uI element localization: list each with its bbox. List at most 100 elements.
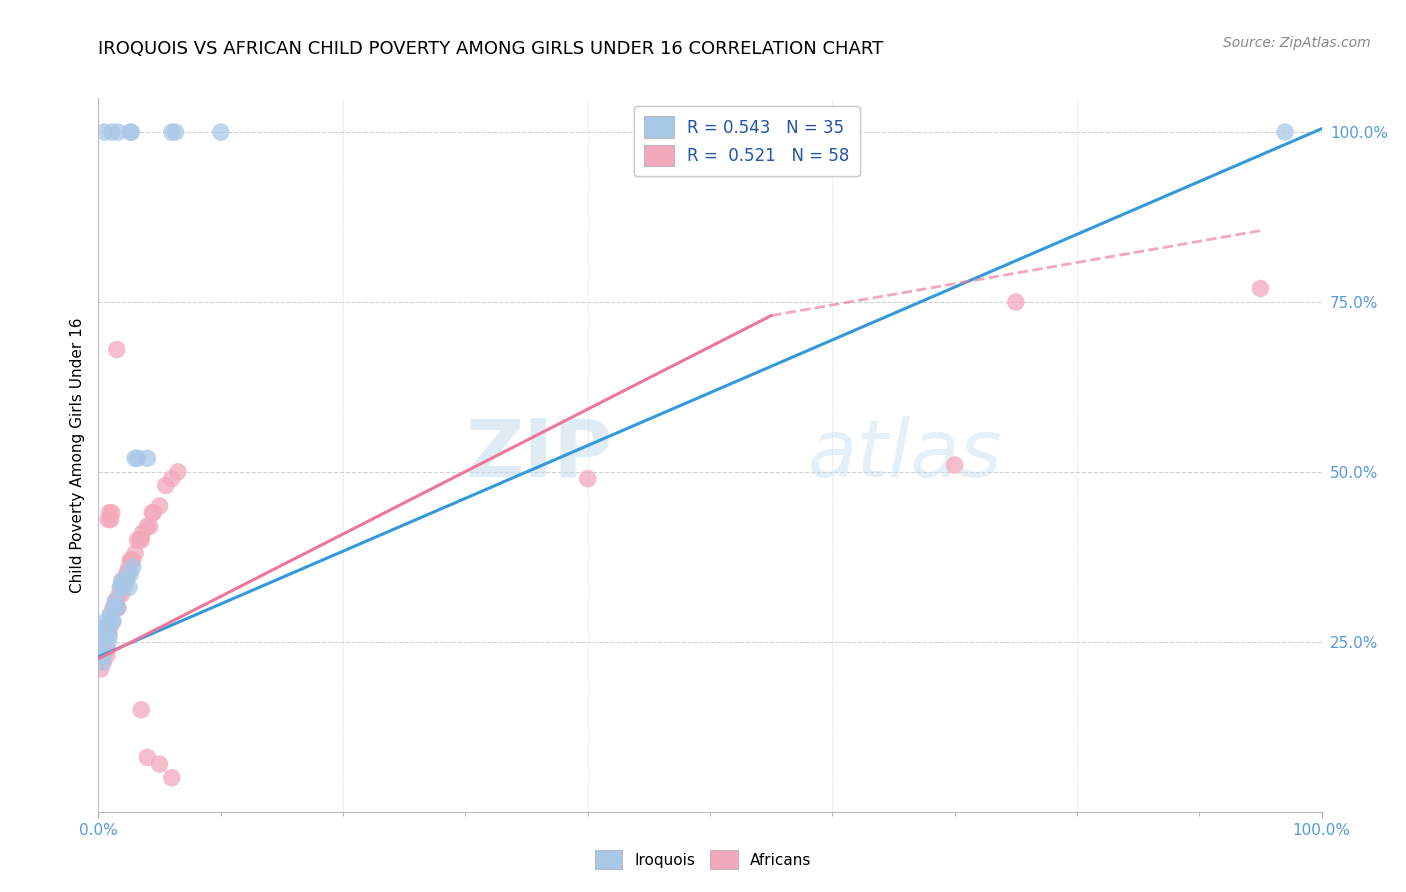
Point [1004, 295, 1026, 310]
Point [94, 628, 117, 642]
Point [105, 343, 128, 357]
Text: ZIP: ZIP [465, 416, 612, 494]
Point [97, 628, 120, 642]
Point [110, 581, 132, 595]
Point [112, 574, 135, 588]
Point [120, 566, 142, 581]
Point [91, 655, 114, 669]
Point [209, 125, 232, 139]
Text: IROQUOIS VS AFRICAN CHILD POVERTY AMONG GIRLS UNDER 16 CORRELATION CHART: IROQUOIS VS AFRICAN CHILD POVERTY AMONG … [98, 40, 883, 58]
Point [120, 553, 142, 567]
Point [110, 581, 132, 595]
Point [108, 587, 131, 601]
Point [121, 560, 143, 574]
Point [100, 607, 122, 622]
Point [117, 566, 139, 581]
Point [101, 615, 124, 629]
Point [136, 451, 159, 466]
Point [101, 600, 124, 615]
Point [100, 615, 122, 629]
Point [111, 574, 134, 588]
Point [129, 533, 152, 547]
Point [155, 478, 177, 492]
Point [118, 581, 141, 595]
Point [98, 506, 121, 520]
Point [115, 566, 138, 581]
Point [141, 506, 163, 520]
Point [97, 512, 120, 526]
Point [91, 648, 114, 663]
Point [111, 574, 134, 588]
Point [160, 771, 183, 785]
Point [149, 499, 172, 513]
Point [94, 628, 117, 642]
Point [101, 615, 124, 629]
Point [127, 533, 149, 547]
Point [91, 655, 114, 669]
Point [124, 451, 146, 466]
Point [94, 641, 117, 656]
Point [120, 125, 142, 139]
Point [160, 125, 183, 139]
Point [1249, 281, 1271, 295]
Point [93, 621, 115, 635]
Legend: Iroquois, Africans: Iroquois, Africans [588, 844, 818, 875]
Point [118, 560, 141, 574]
Point [139, 519, 162, 533]
Point [107, 125, 129, 139]
Point [105, 600, 128, 615]
Point [89, 648, 111, 663]
Point [101, 125, 124, 139]
Point [131, 526, 153, 541]
Point [576, 472, 599, 486]
Point [114, 574, 136, 588]
Point [90, 662, 112, 676]
Point [104, 594, 127, 608]
Point [129, 533, 152, 547]
Point [94, 615, 117, 629]
Y-axis label: Child Poverty Among Girls Under 16: Child Poverty Among Girls Under 16 [69, 318, 84, 592]
Point [100, 607, 122, 622]
Point [101, 615, 124, 629]
Point [149, 757, 172, 772]
Point [97, 635, 120, 649]
Point [96, 641, 118, 656]
Point [165, 125, 187, 139]
Point [136, 750, 159, 764]
Point [136, 519, 159, 533]
Point [100, 512, 122, 526]
Point [167, 465, 190, 479]
Point [96, 621, 118, 635]
Point [105, 600, 128, 615]
Point [107, 600, 129, 615]
Point [121, 553, 143, 567]
Point [127, 451, 149, 466]
Point [142, 506, 165, 520]
Point [93, 635, 115, 649]
Text: atlas: atlas [808, 416, 1002, 494]
Point [160, 472, 183, 486]
Point [91, 648, 114, 663]
Point [103, 600, 125, 615]
Point [104, 594, 127, 608]
Point [115, 574, 138, 588]
Text: Source: ZipAtlas.com: Source: ZipAtlas.com [1223, 36, 1371, 50]
Point [93, 125, 115, 139]
Point [1274, 125, 1296, 139]
Point [943, 458, 966, 472]
Point [90, 648, 112, 663]
Point [129, 703, 152, 717]
Point [120, 125, 142, 139]
Point [111, 587, 134, 601]
Point [124, 546, 146, 560]
Point [98, 621, 121, 635]
Point [93, 621, 115, 635]
Point [103, 600, 125, 615]
Point [112, 581, 135, 595]
Point [96, 648, 118, 663]
Point [120, 553, 142, 567]
Point [98, 628, 121, 642]
Legend: R = 0.543   N = 35, R =  0.521   N = 58: R = 0.543 N = 35, R = 0.521 N = 58 [634, 106, 859, 176]
Point [101, 506, 124, 520]
Point [89, 641, 111, 656]
